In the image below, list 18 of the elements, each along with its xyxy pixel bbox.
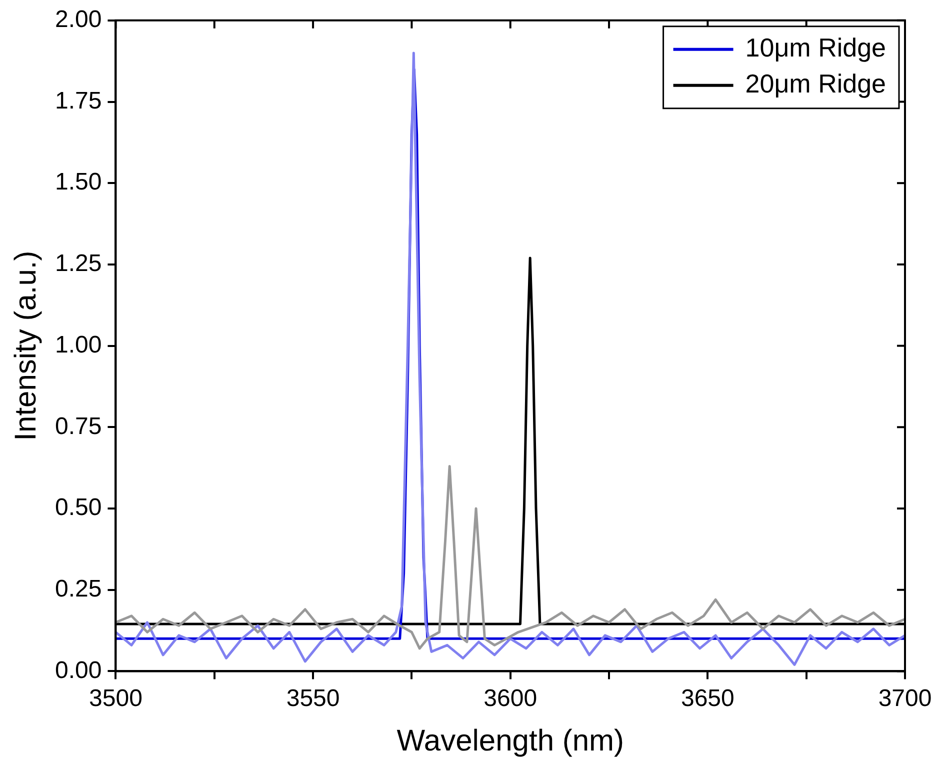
x-tick-label: 3500 — [89, 685, 142, 712]
x-tick-label: 3700 — [878, 685, 932, 712]
x-tick-label: 3600 — [484, 685, 538, 712]
y-tick-label: 1.75 — [54, 87, 102, 114]
x-tick-label: 3550 — [286, 685, 340, 712]
y-tick-label: 0.75 — [54, 412, 102, 440]
y-tick-label: 0.25 — [54, 575, 102, 602]
y-tick-label: 0.50 — [54, 494, 102, 522]
legend-label: 20μm Ridge — [745, 68, 886, 99]
x-tick-label: 3650 — [680, 685, 734, 712]
y-tick-label: 2.00 — [54, 6, 102, 34]
y-tick-label: 1.50 — [54, 168, 102, 196]
y-tick-label: 1.00 — [54, 331, 102, 358]
y-axis-title: Intensity (a.u.) — [9, 250, 42, 441]
legend-label: 10μm Ridge — [745, 32, 886, 63]
y-tick-label: 1.25 — [54, 250, 102, 278]
x-axis-title: Wavelength (nm) — [396, 724, 624, 758]
y-tick-label: 0.00 — [54, 656, 102, 684]
